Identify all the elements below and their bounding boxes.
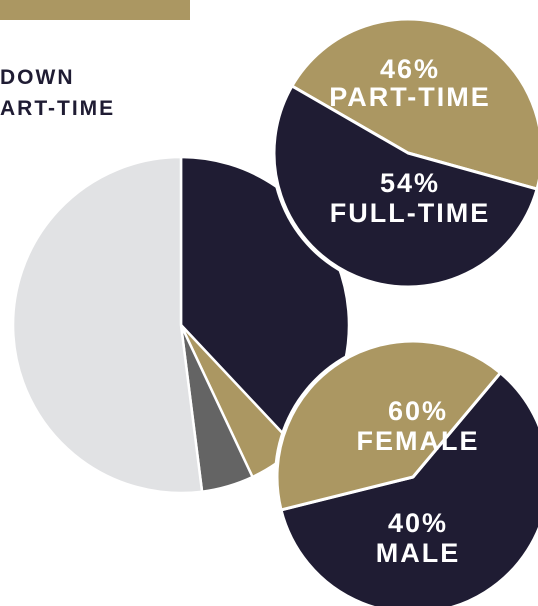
gender-pie-slice-male [275,339,502,512]
employment-pie-slice-part-time [290,17,538,191]
heading-line-1: DOWN [0,66,75,89]
employment-pie-category-label: FULL-TIME [330,198,490,228]
section-heading: DOWN ART-TIME [0,62,115,124]
employment-pie-percent-label: 46% [380,54,440,84]
gender-pie-category-label: MALE [376,538,461,568]
gender-pie-percent-label: 60% [388,396,448,426]
main-pie-slice-4 [11,155,204,495]
gender-pie: 60%FEMALE 40%MALE [274,338,538,606]
main-pie [10,154,352,496]
gender-pie-slice-female [279,371,538,606]
gender-pie-percent-label: 40% [388,508,448,538]
employment-pie-category-label: PART-TIME [329,82,491,112]
employment-pie-slice-full-time [272,84,538,289]
top-accent-bar [0,0,190,20]
heading-line-2: ART-TIME [0,97,116,120]
employment-pie: 46%PART-TIME 54%FULL-TIME [271,16,538,290]
gender-pie-category-label: FEMALE [357,426,480,456]
employment-pie-percent-label: 54% [380,168,440,198]
